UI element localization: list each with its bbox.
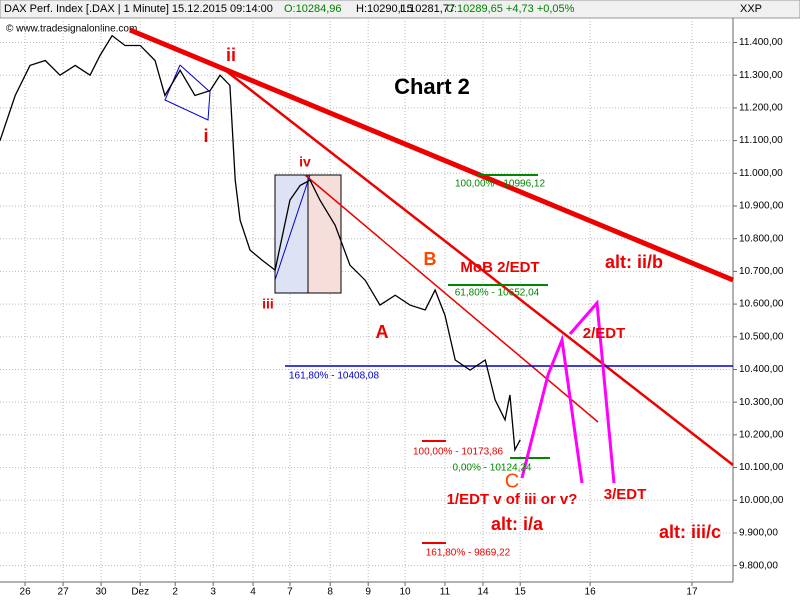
- annotation: 161,80% - 9869,22: [426, 548, 511, 559]
- wave-line: [274, 174, 311, 281]
- x-tick-label: 17: [686, 587, 698, 598]
- annotation: B: [424, 249, 437, 269]
- y-tick-label: 11.300,00: [739, 70, 783, 81]
- annotation: C: [505, 470, 519, 492]
- x-tick-label: 11: [440, 587, 451, 598]
- trend-line: [304, 174, 599, 423]
- annotation: 100,00% - 10996,12: [455, 179, 546, 190]
- y-tick-label: 10.300,00: [739, 397, 784, 408]
- y-tick-label: 11.100,00: [739, 135, 783, 146]
- x-tick-label: 7: [287, 587, 293, 598]
- y-tick-label: 11.000,00: [739, 168, 783, 179]
- projection: [520, 334, 584, 484]
- annotation: 100,00% - 10173,86: [413, 447, 504, 458]
- x-tick-label: 14: [477, 587, 489, 598]
- y-tick-label: 10.900,00: [739, 201, 784, 212]
- annotation: 3/EDT: [604, 486, 647, 503]
- drawings: [129, 27, 734, 544]
- trend-line: [224, 69, 734, 466]
- price-line: [0, 34, 521, 453]
- x-tick-label: 8: [327, 587, 333, 598]
- y-tick-label: 10.600,00: [739, 299, 784, 310]
- x-tick-label: 2: [172, 587, 178, 598]
- annotation: alt: iii/c: [659, 522, 721, 542]
- x-tick-label: 9: [365, 587, 371, 598]
- annotation: alt: i/a: [491, 514, 544, 534]
- projection: [568, 299, 616, 484]
- source: © www.tradesignalonline.com: [6, 24, 137, 35]
- x-tick-label: 26: [20, 587, 32, 598]
- annotation: i: [203, 126, 208, 146]
- annotation: iv: [299, 154, 311, 170]
- annotation: iii: [262, 296, 274, 312]
- annotation: A: [376, 322, 389, 342]
- x-tick-label: 15: [515, 587, 527, 598]
- annotation: 0,00% - 10124,24: [453, 463, 532, 474]
- quote-high: H:10290,15: [356, 3, 413, 15]
- channel: [164, 64, 211, 121]
- annotation: alt: ii/b: [605, 252, 663, 272]
- box: [274, 174, 309, 294]
- x-tick-label: 3: [210, 587, 216, 598]
- y-tick-label: 9.900,00: [739, 528, 778, 539]
- y-tick-label: 10.400,00: [739, 364, 784, 375]
- x-tick-label: 27: [58, 587, 70, 598]
- grid: [0, 18, 733, 582]
- y-tick-label: 9.800,00: [739, 560, 778, 571]
- annotation: Chart 2: [394, 74, 470, 99]
- x-tick-label: Dez: [131, 587, 149, 598]
- annotation: 161,80% - 10408,08: [289, 371, 380, 382]
- header-bar: [0, 0, 800, 19]
- x-tick-label: 16: [585, 587, 597, 598]
- y-tick-label: 10.100,00: [739, 462, 784, 473]
- axis-label: XXP: [740, 3, 762, 15]
- box: [307, 174, 342, 294]
- x-tick-label: 10: [400, 587, 412, 598]
- x-tick-label: 30: [96, 587, 108, 598]
- chart-title: DAX Perf. Index [.DAX | 1 Minute] 15.12.…: [4, 3, 273, 15]
- y-tick-label: 11.400,00: [739, 37, 783, 48]
- y-tick-label: 10.700,00: [739, 266, 784, 277]
- x-tick-label: 4: [250, 587, 256, 598]
- annotation: 2/EDT: [583, 325, 626, 342]
- y-tick-label: 11.200,00: [739, 103, 783, 114]
- annotation: 61,80% - 10652,04: [455, 288, 540, 299]
- y-tick-label: 10.500,00: [739, 331, 784, 342]
- trend-line: [129, 27, 734, 283]
- annotation: ii: [226, 45, 236, 65]
- y-tick-label: 10.000,00: [739, 495, 784, 506]
- quote-low: L:10281,77: [400, 3, 455, 15]
- quote-close: C:10289,65 +4,73 +0,05%: [446, 3, 575, 15]
- y-tick-label: 10.200,00: [739, 430, 784, 441]
- annotation: MoB 2/EDT: [460, 259, 539, 276]
- quote-open: O:10284,96: [284, 3, 342, 15]
- annotation: 1/EDT v of iii or v?: [447, 491, 578, 508]
- y-tick-label: 10.800,00: [739, 233, 784, 244]
